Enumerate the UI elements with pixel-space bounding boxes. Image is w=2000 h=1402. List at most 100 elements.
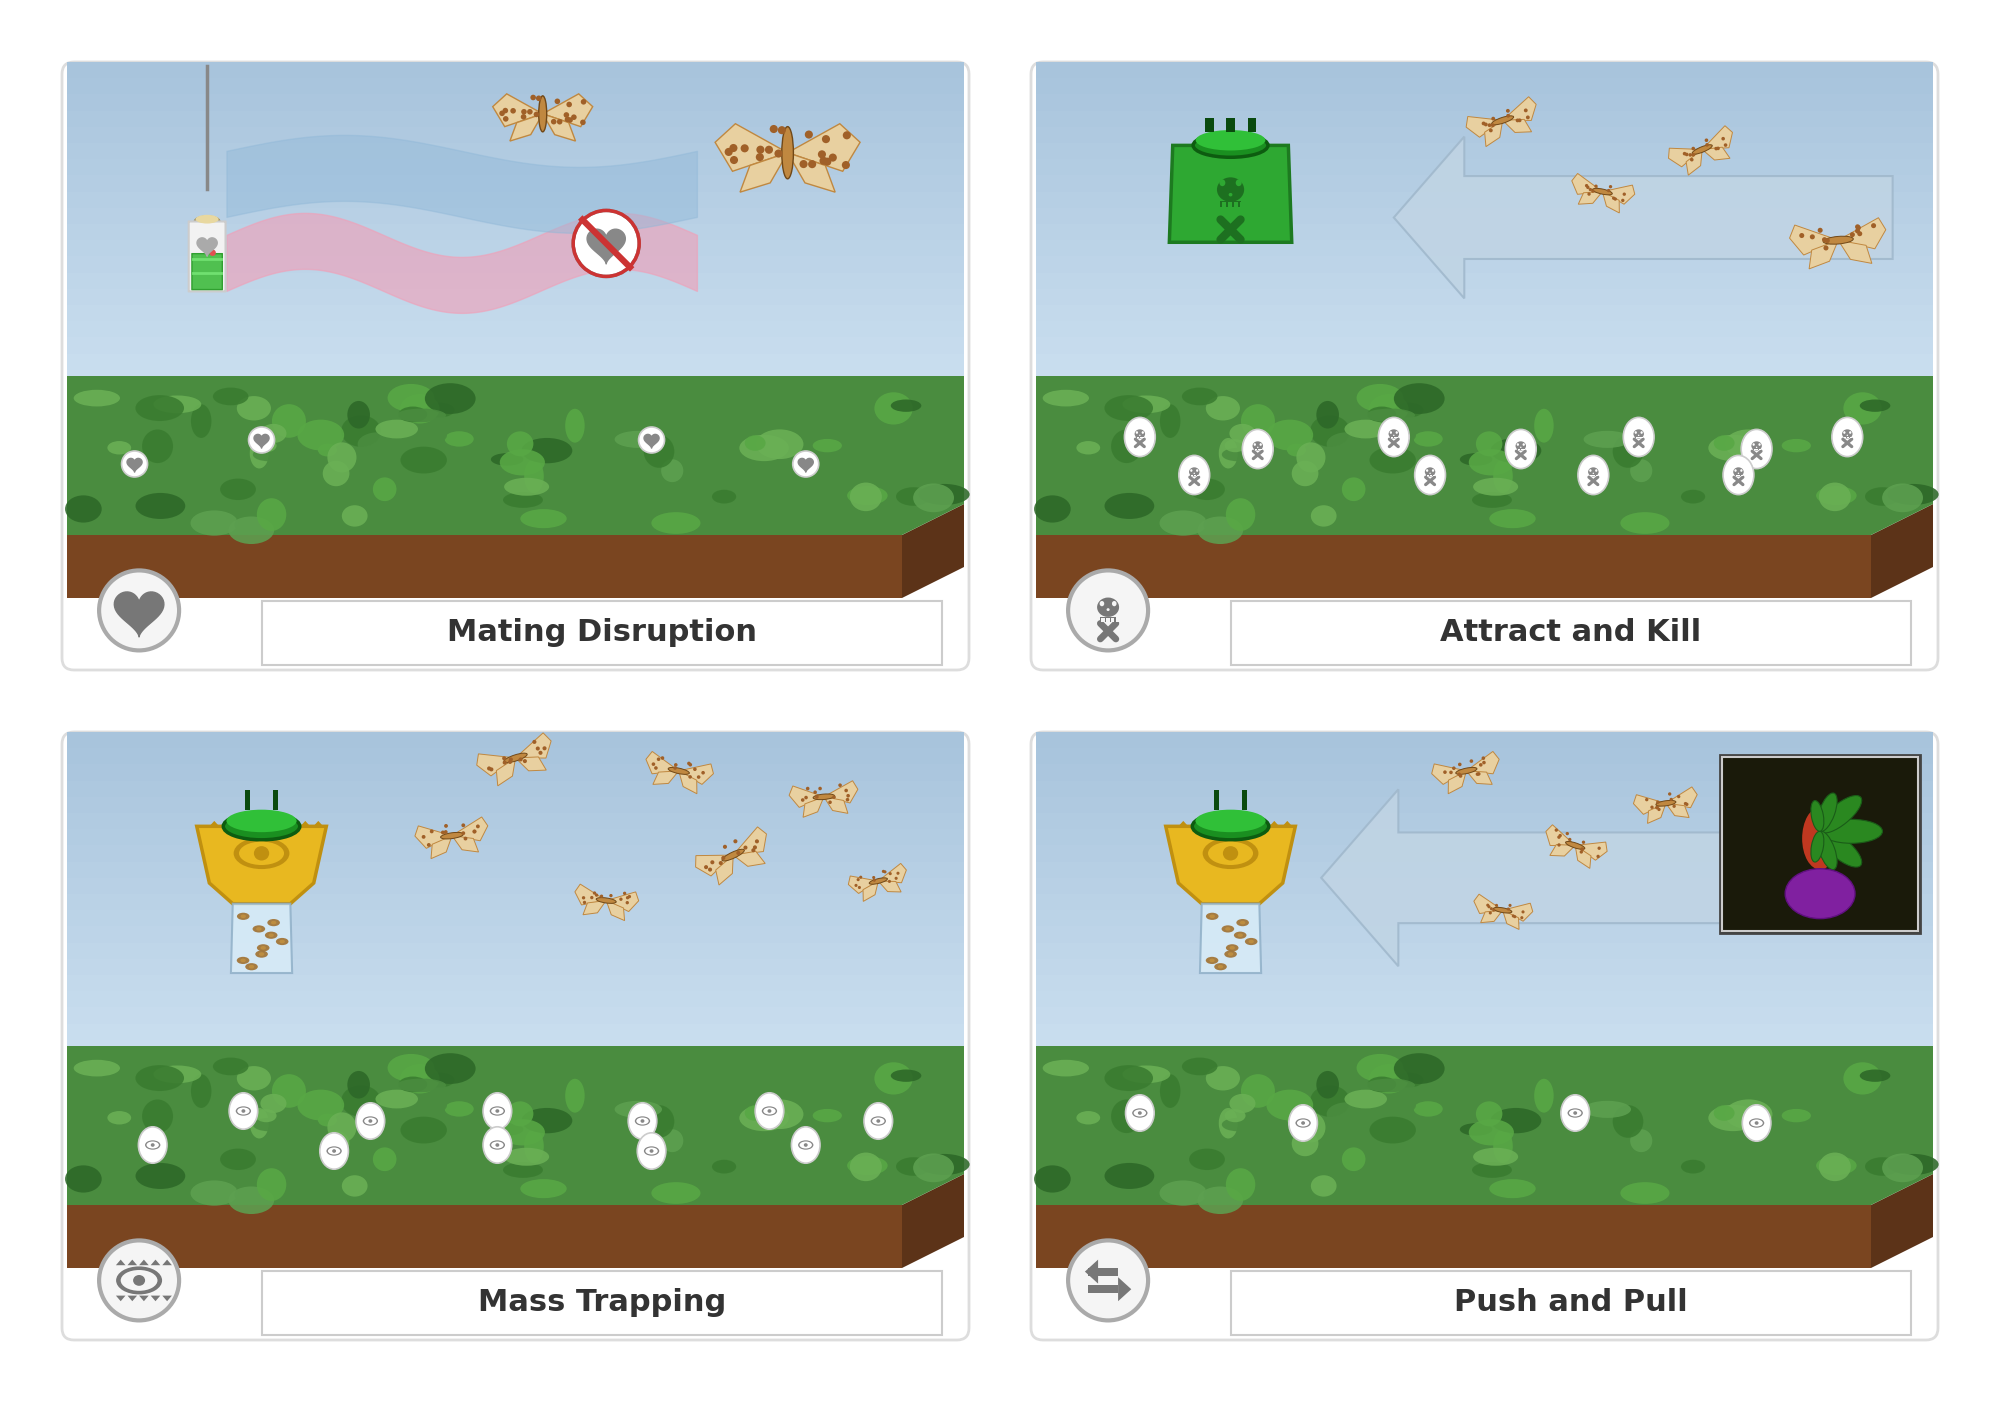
Polygon shape <box>116 1295 126 1301</box>
Bar <box>68 224 964 240</box>
Bar <box>1844 436 1846 439</box>
Bar <box>68 1040 964 1056</box>
Bar <box>1242 791 1248 810</box>
Ellipse shape <box>1692 144 1712 154</box>
Polygon shape <box>128 1295 138 1301</box>
Ellipse shape <box>1724 1068 1752 1089</box>
Bar <box>1426 474 1434 477</box>
Ellipse shape <box>1224 439 1246 453</box>
Ellipse shape <box>1310 505 1336 527</box>
Ellipse shape <box>1370 447 1416 474</box>
Ellipse shape <box>792 1127 820 1164</box>
Ellipse shape <box>250 1108 268 1138</box>
Ellipse shape <box>1266 1089 1314 1120</box>
Circle shape <box>740 144 748 153</box>
Ellipse shape <box>248 428 274 453</box>
Circle shape <box>554 98 560 104</box>
Bar <box>1214 791 1220 810</box>
Circle shape <box>488 767 492 771</box>
Ellipse shape <box>1574 1112 1578 1115</box>
Ellipse shape <box>190 404 212 437</box>
Ellipse shape <box>1714 1105 1734 1120</box>
Ellipse shape <box>744 435 766 451</box>
Ellipse shape <box>1228 193 1232 196</box>
Ellipse shape <box>1472 492 1512 508</box>
Bar <box>1036 192 1932 207</box>
Ellipse shape <box>426 1073 454 1088</box>
Polygon shape <box>116 1259 126 1265</box>
Circle shape <box>846 794 850 798</box>
Ellipse shape <box>400 447 446 474</box>
Polygon shape <box>210 822 220 826</box>
Ellipse shape <box>1370 1064 1408 1094</box>
Ellipse shape <box>236 913 250 920</box>
Bar <box>1394 436 1396 439</box>
Polygon shape <box>452 836 478 852</box>
Ellipse shape <box>864 1103 892 1140</box>
Ellipse shape <box>256 1168 286 1202</box>
Ellipse shape <box>1620 1182 1670 1204</box>
Ellipse shape <box>896 1157 930 1176</box>
Ellipse shape <box>1570 1054 1592 1077</box>
Ellipse shape <box>1222 925 1234 932</box>
Ellipse shape <box>1584 430 1630 447</box>
Ellipse shape <box>318 443 336 457</box>
Ellipse shape <box>1740 470 1742 472</box>
Bar <box>1642 436 1644 439</box>
Ellipse shape <box>1506 429 1536 468</box>
Ellipse shape <box>1394 1053 1444 1084</box>
Circle shape <box>860 876 862 879</box>
Bar <box>68 306 964 321</box>
Ellipse shape <box>1394 402 1424 418</box>
Ellipse shape <box>382 388 426 414</box>
Circle shape <box>1596 855 1600 858</box>
Polygon shape <box>1702 147 1730 160</box>
Ellipse shape <box>108 442 132 454</box>
Ellipse shape <box>134 1274 146 1286</box>
Ellipse shape <box>754 1068 784 1089</box>
Circle shape <box>1706 143 1708 147</box>
Ellipse shape <box>650 1150 654 1152</box>
Ellipse shape <box>1136 432 1138 433</box>
Circle shape <box>582 900 586 904</box>
Bar <box>1036 862 1932 878</box>
Circle shape <box>1594 185 1598 188</box>
Ellipse shape <box>496 1109 500 1113</box>
Bar <box>1036 813 1932 829</box>
Ellipse shape <box>264 931 278 939</box>
Circle shape <box>1520 916 1524 920</box>
Ellipse shape <box>1242 429 1274 468</box>
Ellipse shape <box>1708 435 1758 461</box>
Ellipse shape <box>1222 847 1238 861</box>
Ellipse shape <box>1888 1154 1938 1175</box>
Ellipse shape <box>1292 461 1318 486</box>
FancyBboxPatch shape <box>62 62 968 670</box>
Polygon shape <box>1576 845 1590 868</box>
Circle shape <box>1484 122 1488 126</box>
Circle shape <box>536 95 542 101</box>
Ellipse shape <box>1758 443 1760 446</box>
Ellipse shape <box>1460 453 1492 465</box>
Polygon shape <box>678 764 714 784</box>
Polygon shape <box>1036 376 1932 536</box>
Ellipse shape <box>800 1141 812 1148</box>
Polygon shape <box>68 376 964 536</box>
Bar <box>1036 764 1932 781</box>
Bar <box>1390 436 1392 439</box>
Ellipse shape <box>638 428 664 453</box>
Polygon shape <box>1666 787 1698 808</box>
Ellipse shape <box>1782 439 1810 453</box>
Ellipse shape <box>1460 1123 1492 1136</box>
Ellipse shape <box>762 1106 778 1116</box>
Polygon shape <box>140 1259 148 1265</box>
Polygon shape <box>790 787 824 808</box>
Circle shape <box>1492 116 1496 121</box>
Circle shape <box>534 112 540 118</box>
Circle shape <box>1678 795 1680 798</box>
Ellipse shape <box>1426 470 1428 472</box>
Ellipse shape <box>1424 467 1436 477</box>
Ellipse shape <box>240 959 246 962</box>
Circle shape <box>804 796 808 799</box>
Ellipse shape <box>1490 509 1536 529</box>
Circle shape <box>1656 801 1660 803</box>
